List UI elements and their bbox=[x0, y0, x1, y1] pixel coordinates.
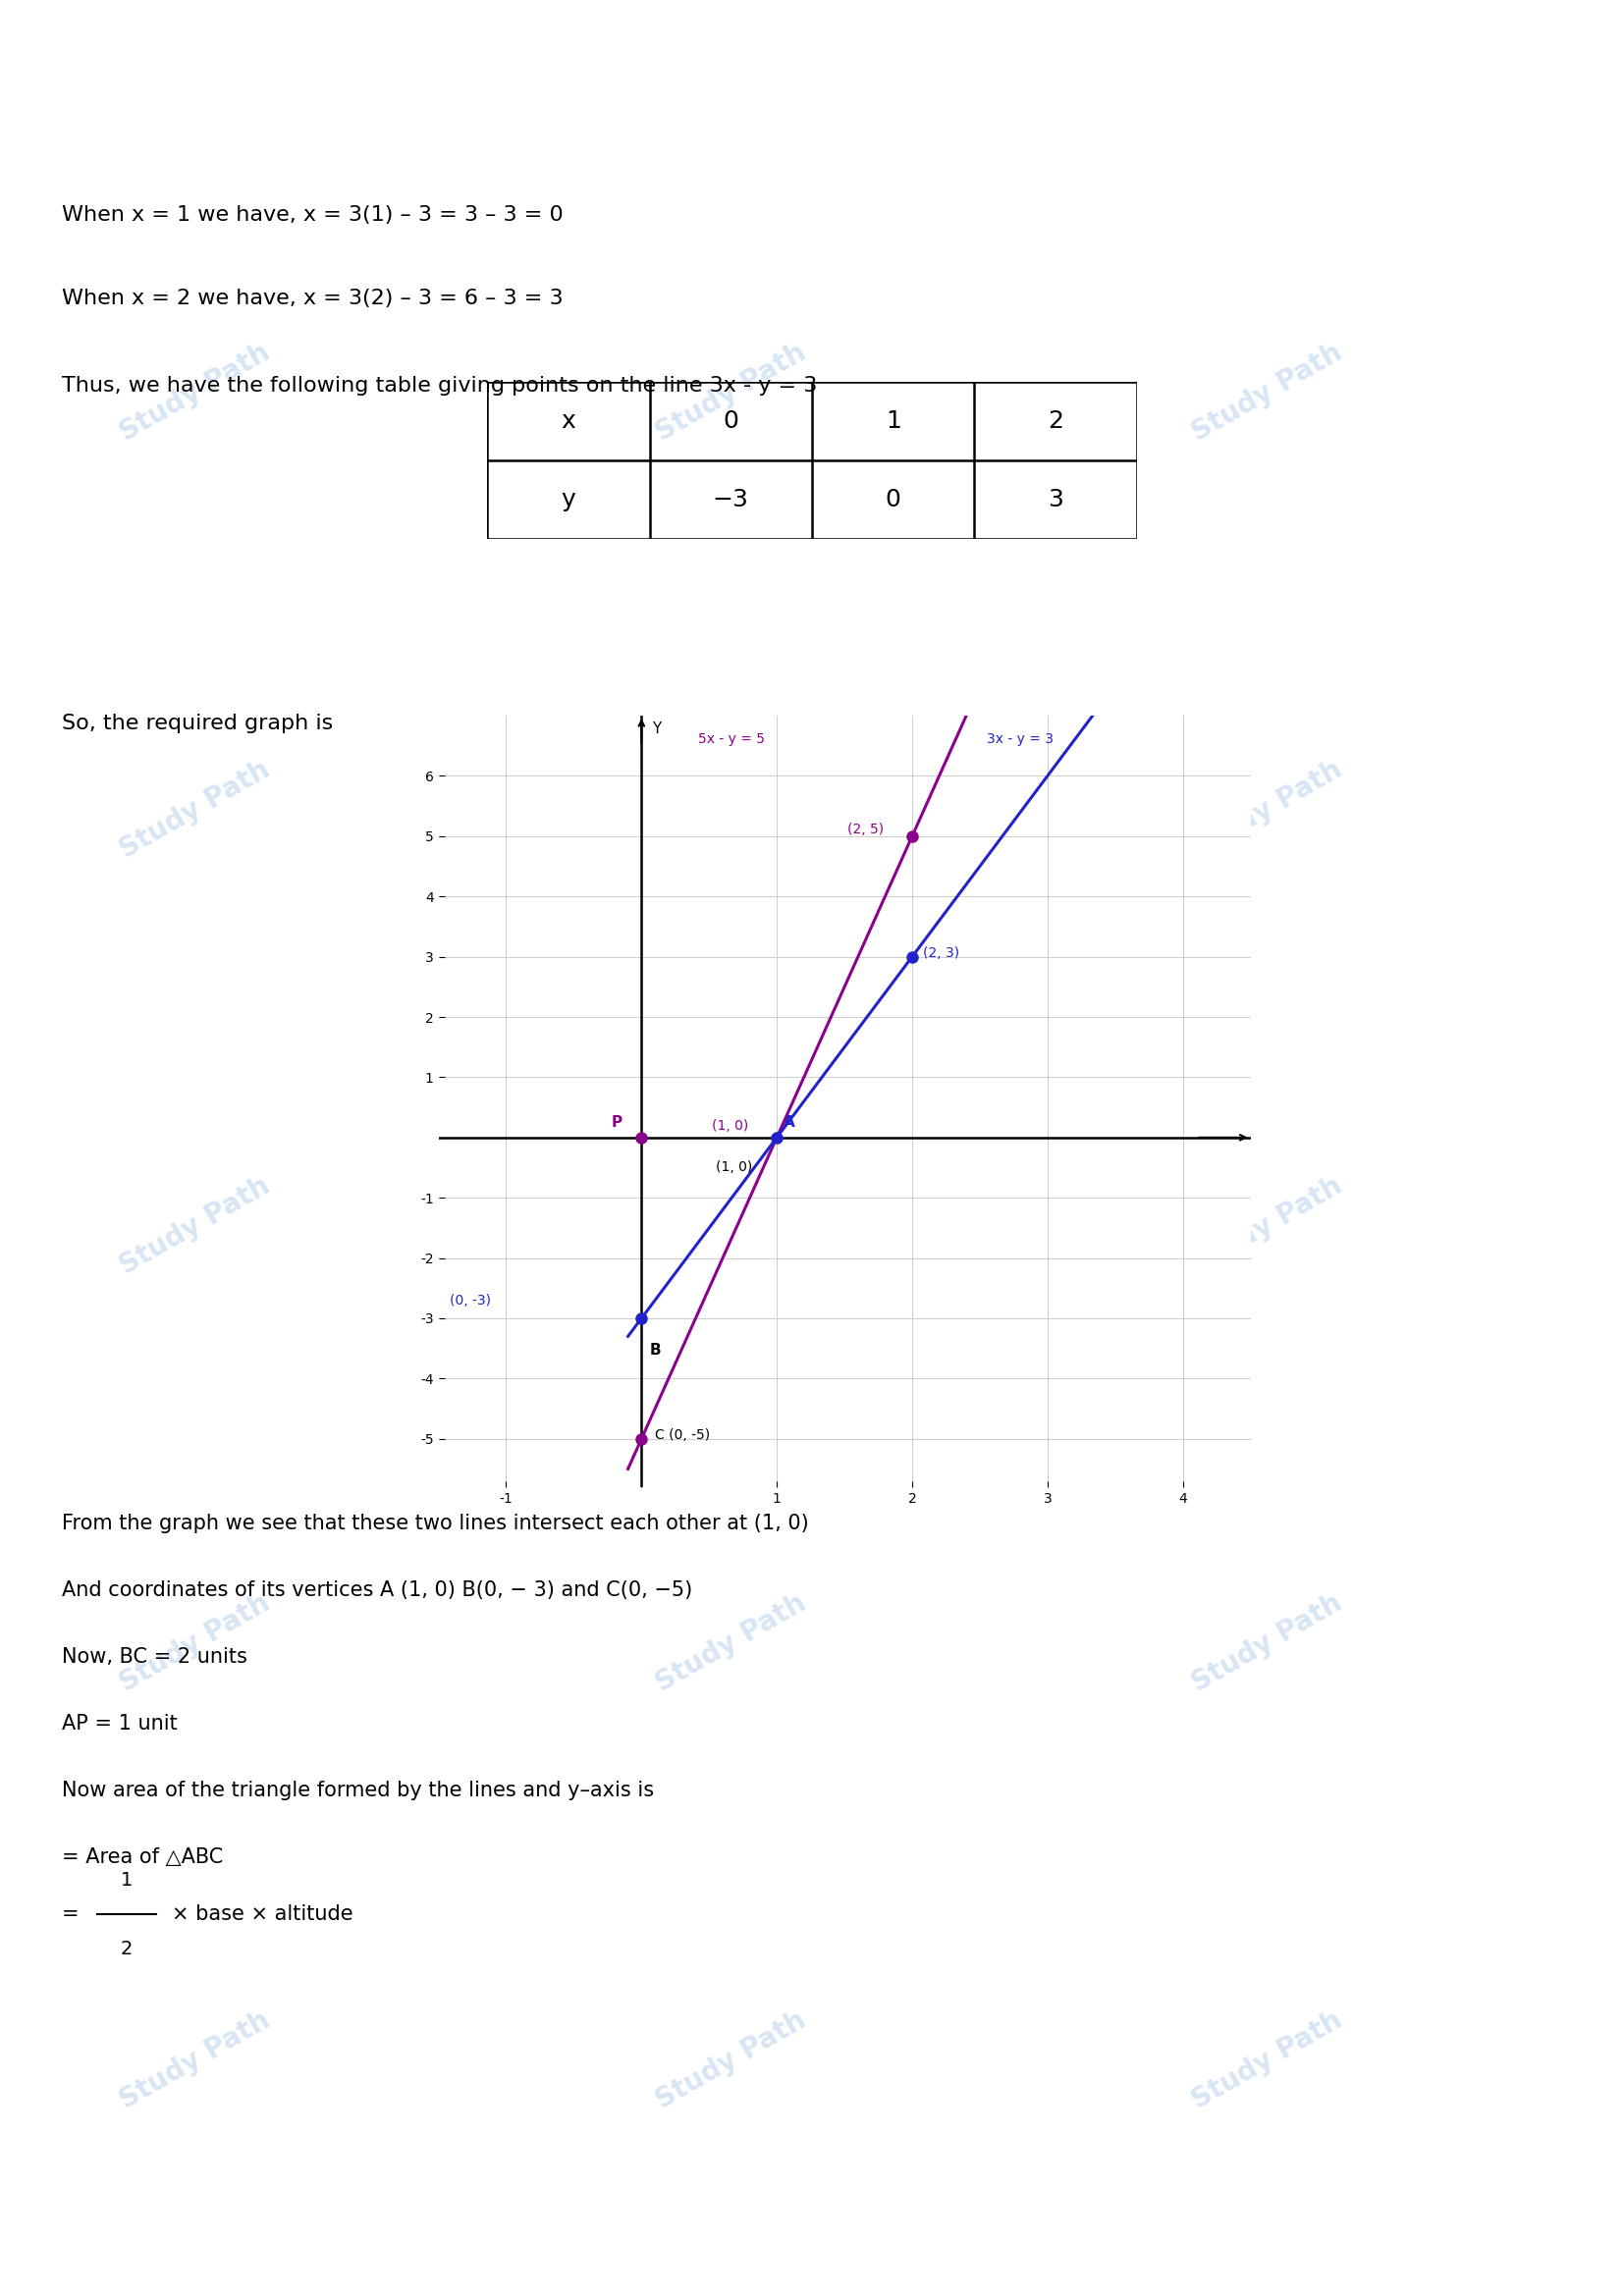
Text: Study Path: Study Path bbox=[115, 2007, 274, 2115]
Text: 3x - y = 3: 3x - y = 3 bbox=[986, 732, 1054, 746]
Text: 0: 0 bbox=[723, 409, 739, 434]
Text: Study Path: Study Path bbox=[115, 755, 274, 863]
Text: 3: 3 bbox=[1047, 487, 1064, 512]
Text: 0: 0 bbox=[885, 487, 901, 512]
Text: So, the required graph is: So, the required graph is bbox=[62, 714, 333, 732]
Text: Study Path: Study Path bbox=[1187, 1173, 1346, 1281]
Text: Study Path: Study Path bbox=[651, 1173, 810, 1281]
Text: Study Path: Study Path bbox=[1187, 338, 1346, 448]
Text: Study Path: Study Path bbox=[1187, 1589, 1346, 1697]
Text: 5x - y = 5: 5x - y = 5 bbox=[698, 732, 765, 746]
Text: Study Path: Study Path bbox=[115, 1173, 274, 1281]
Text: Study Path: Study Path bbox=[28, 34, 102, 48]
Text: When x = 2 we have, x = 3(2) – 3 = 6 – 3 = 3: When x = 2 we have, x = 3(2) – 3 = 6 – 3… bbox=[62, 289, 564, 308]
Text: Study Path: Study Path bbox=[651, 755, 810, 863]
Text: Study Path: Study Path bbox=[651, 338, 810, 448]
Text: When x = 1 we have, x = 3(1) – 3 = 3 – 3 = 0: When x = 1 we have, x = 3(1) – 3 = 3 – 3… bbox=[62, 204, 564, 225]
Text: 2: 2 bbox=[1047, 409, 1064, 434]
Text: Chapter 3: Pair of Linear Equations in Two Variables: Chapter 3: Pair of Linear Equations in T… bbox=[512, 106, 1112, 124]
Text: (0, -3): (0, -3) bbox=[450, 1295, 490, 1309]
Text: 2: 2 bbox=[120, 1940, 133, 1958]
Text: = Area of △ABC: = Area of △ABC bbox=[62, 1848, 222, 1867]
Text: Study Path: Study Path bbox=[651, 2007, 810, 2115]
Text: =: = bbox=[62, 1906, 80, 1924]
Text: Now area of the triangle formed by the lines and y–axis is: Now area of the triangle formed by the l… bbox=[62, 1782, 654, 1800]
Text: Study Path: Study Path bbox=[651, 1589, 810, 1697]
Text: Study Path: Study Path bbox=[115, 338, 274, 448]
Text: x: x bbox=[562, 409, 575, 434]
Text: Now, BC = 2 units: Now, BC = 2 units bbox=[62, 1649, 247, 1667]
Text: Y: Y bbox=[653, 721, 661, 737]
Text: Class - 10: Class - 10 bbox=[749, 25, 875, 48]
Text: 1: 1 bbox=[120, 1871, 133, 1890]
Text: P: P bbox=[612, 1116, 622, 1130]
Text: Page 27 of 42: Page 27 of 42 bbox=[728, 2252, 896, 2271]
Text: (1, 0): (1, 0) bbox=[711, 1120, 749, 1134]
Text: 1: 1 bbox=[885, 409, 901, 434]
Text: (1, 0): (1, 0) bbox=[716, 1159, 752, 1173]
Text: (2, 5): (2, 5) bbox=[848, 822, 883, 836]
Text: Study Path: Study Path bbox=[1187, 2007, 1346, 2115]
Text: Maths – RD Sharma Solutions: Maths – RD Sharma Solutions bbox=[632, 67, 992, 85]
Text: B: B bbox=[650, 1343, 661, 1357]
Text: (2, 3): (2, 3) bbox=[922, 946, 960, 960]
Text: Study Path: Study Path bbox=[1187, 755, 1346, 863]
Text: Thus, we have the following table giving points on the line 3x - y = 3: Thus, we have the following table giving… bbox=[62, 377, 817, 395]
Text: −3: −3 bbox=[713, 487, 749, 512]
Text: AP = 1 unit: AP = 1 unit bbox=[62, 1715, 177, 1733]
Text: C (0, -5): C (0, -5) bbox=[654, 1428, 710, 1442]
Text: From the graph we see that these two lines intersect each other at (1, 0): From the graph we see that these two lin… bbox=[62, 1513, 809, 1534]
Text: A: A bbox=[784, 1116, 796, 1130]
Text: y: y bbox=[562, 487, 575, 512]
Text: Study Path: Study Path bbox=[115, 1589, 274, 1697]
Text: And coordinates of its vertices A (1, 0) B(0, − 3) and C(0, −5): And coordinates of its vertices A (1, 0)… bbox=[62, 1582, 692, 1600]
Text: × base × altitude: × base × altitude bbox=[172, 1906, 354, 1924]
